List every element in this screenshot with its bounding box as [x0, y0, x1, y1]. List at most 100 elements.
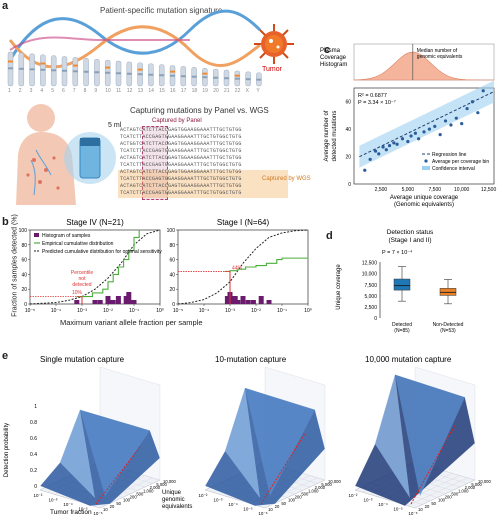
- y-tick-label: 10,000: [328, 479, 341, 484]
- mutation-mark: [234, 74, 240, 77]
- surface-facet: [245, 387, 315, 496]
- centromere: [159, 74, 165, 77]
- sequence-line: TCATCTTACCGAGTGGAAGGAAATTTGCTGTGGCTGTG: [120, 162, 242, 168]
- y-tick-label: 5,000: [321, 482, 332, 487]
- y-tick-label: 20: [425, 504, 430, 509]
- panel-d-title: (Stage I and II): [389, 237, 432, 244]
- centromere: [62, 69, 67, 72]
- x-tick-label: 10⁻¹: [129, 308, 139, 314]
- scatter-point: [449, 123, 453, 127]
- mutation-mark: [8, 60, 13, 63]
- chromosome-label: 17: [180, 88, 187, 94]
- scatter-point: [422, 130, 426, 134]
- y-tick-label: 80: [169, 243, 175, 249]
- scatter-point: [427, 127, 431, 131]
- x-tick-label: 12,500: [481, 187, 497, 193]
- sequence-line: ACTAGTCATCTTACCGAGTGGAAGGAAATTTGCTGTGG: [120, 127, 242, 133]
- y-tick-label: 10: [103, 507, 108, 512]
- chromosome-label: 1: [8, 88, 11, 94]
- captured-by-wgs-label: Captured by WGS: [262, 176, 311, 182]
- y-tick-label: 20: [275, 504, 280, 509]
- centromere: [72, 70, 78, 73]
- percentile-annotation: Percentile: [71, 270, 93, 276]
- surface-facet: [375, 374, 410, 498]
- predicted-cdf-line: [177, 229, 309, 305]
- centromere: [148, 73, 154, 76]
- histogram-bar: [123, 296, 129, 304]
- chromosome-label: 10: [105, 88, 111, 94]
- panel-capture-highlight: [142, 126, 168, 200]
- category-label: Non-Detected: [433, 322, 464, 328]
- x-tick-label: 10⁻⁴: [378, 502, 387, 507]
- y-tick-label: 0: [24, 302, 27, 308]
- chromosome-row: [7, 51, 262, 87]
- legend-label: Confidence interval: [432, 166, 475, 172]
- captured-by-panel-label: Captured by Panel: [152, 118, 202, 124]
- centromere: [8, 67, 13, 70]
- chromosome-label: 8: [83, 88, 87, 94]
- x-axis-label: (Genomic equivalents): [394, 202, 454, 208]
- surface-plot: Single mutation capture 0 0.2 0.4 0.6 0.8 1 Det…: [4, 355, 192, 516]
- chromosome-label: 13: [137, 88, 144, 94]
- x-tick-label: 10⁻²: [349, 493, 358, 498]
- tumor-label: Tumor: [262, 66, 282, 73]
- x-tick-label: 10⁻⁴: [63, 502, 72, 507]
- y-tick-label: 10: [268, 507, 273, 512]
- centromere: [245, 78, 251, 81]
- centromere: [234, 77, 240, 80]
- chromosome-label: 14: [148, 88, 154, 94]
- mutation-mark: [170, 70, 175, 73]
- legend-label: Average per coverage bin: [432, 159, 489, 165]
- y-tick-label: 2,000: [465, 485, 476, 490]
- centromere: [256, 78, 262, 81]
- volume-label: 5 ml: [108, 122, 122, 129]
- x-tick-label: 10⁻³: [77, 308, 87, 314]
- histogram-bar: [115, 296, 121, 304]
- mutation-mark: [40, 62, 46, 65]
- x-tick-label: 10⁻³: [49, 498, 58, 503]
- histogram-bar: [128, 300, 134, 304]
- mutation-mark: [72, 64, 78, 67]
- y-tick-label: 100: [123, 498, 131, 503]
- y-tick-label: 60: [345, 100, 351, 106]
- scatter-point: [438, 133, 442, 137]
- y-tick-label: 20: [21, 287, 27, 293]
- plot-frame: [177, 229, 309, 305]
- scatter-point: [476, 111, 480, 115]
- histogram-bar: [235, 300, 241, 304]
- centromere: [224, 77, 229, 80]
- panel-letter-e: e: [2, 350, 9, 362]
- scatter-point: [433, 124, 437, 128]
- centromere: [40, 68, 46, 71]
- x-tick-label: 10⁻⁶: [408, 511, 417, 516]
- y-tick-label: 500: [136, 491, 144, 496]
- y-tick-label: 10,000: [163, 479, 176, 484]
- histogram-label: Histogram: [320, 62, 347, 68]
- dna-chromosome-illustration: [7, 9, 262, 87]
- scatter-point: [470, 100, 475, 104]
- x-tick-label: 10⁻⁵: [393, 507, 402, 512]
- y-tick-label: 100: [19, 228, 28, 234]
- chromosome-label: 16: [170, 88, 176, 94]
- y-tick-label: 60: [21, 258, 27, 264]
- scatter-point: [417, 137, 421, 141]
- x-tick-label: 2,500: [375, 187, 388, 193]
- centromere: [94, 71, 100, 74]
- panel-d-title: Detection status: [387, 229, 434, 236]
- p-value-label: P = 3.34 × 10⁻⁷: [358, 99, 396, 106]
- x-tick-label: 10⁻³: [225, 308, 235, 314]
- x-tick-label: 10⁻²: [251, 308, 261, 314]
- panel-b-subplot: Stage IV (N=21) 0 20 40 60 80 100 10⁻⁵ 10⁻⁴ 10⁻³ 1…: [19, 218, 164, 314]
- centromere: [126, 72, 132, 75]
- y-tick-label: 100: [167, 228, 176, 234]
- chromosome-label: 6: [62, 88, 65, 94]
- median-label: Median number of: [417, 48, 458, 54]
- scatter-point: [400, 137, 405, 141]
- y-axis-label: detected mutations: [332, 111, 338, 162]
- y-tick-label: 5,000: [156, 482, 167, 487]
- chromosome-label: 9: [94, 88, 98, 94]
- histogram-bar: [97, 300, 103, 304]
- legend-swatch-histogram: [34, 233, 39, 237]
- scatter-point: [395, 142, 399, 146]
